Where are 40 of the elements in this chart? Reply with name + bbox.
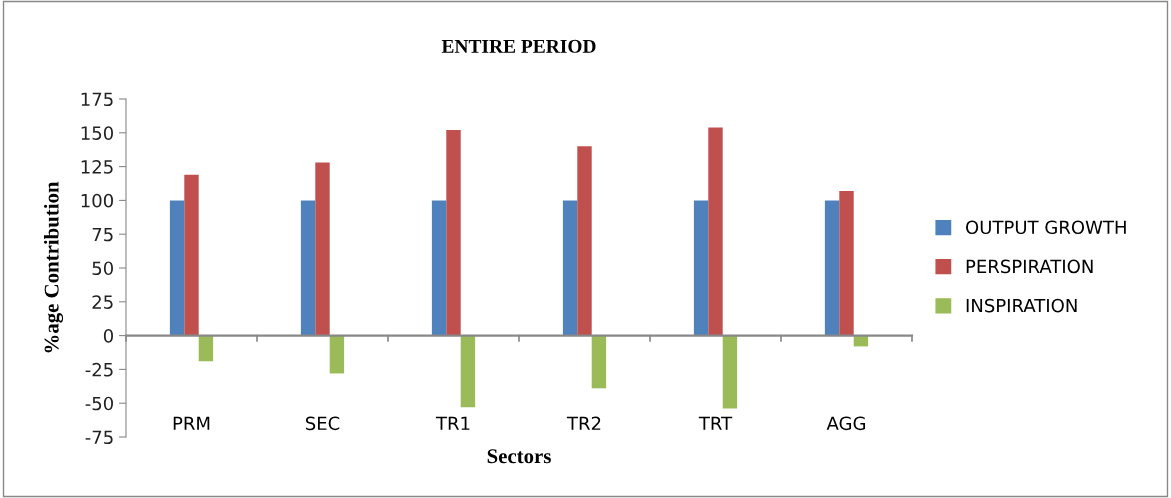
y-tick-label: 0 — [103, 329, 113, 343]
y-tick-label: 175 — [81, 92, 113, 107]
x-tick-label: TRT — [698, 416, 733, 430]
bar — [300, 200, 316, 336]
bar — [329, 335, 345, 374]
bar — [460, 335, 476, 408]
y-tick-label: -50 — [85, 396, 113, 411]
y-tick-label: -25 — [85, 362, 113, 377]
bar — [839, 190, 854, 336]
y-tick-label: 125 — [81, 160, 113, 174]
x-tick-label: TR2 — [566, 416, 601, 430]
bar — [708, 127, 723, 336]
bar — [693, 200, 709, 336]
y-axis-title: %age Contribution — [44, 181, 64, 353]
bar — [169, 200, 185, 336]
legend-label: INSPIRATION — [966, 298, 1077, 313]
x-tick-label: TR1 — [435, 416, 470, 430]
bar — [824, 200, 840, 336]
legend-label: OUTPUT GROWTH — [966, 220, 1126, 235]
bar — [562, 200, 578, 336]
bar — [591, 335, 607, 389]
x-tick-label: SEC — [305, 416, 340, 431]
legend-label: PERSPIRATION — [966, 259, 1093, 274]
y-tick-label: 25 — [92, 295, 113, 309]
y-tick-label: 150 — [81, 126, 113, 140]
bar — [198, 335, 214, 362]
bar — [184, 174, 199, 336]
x-tick-label: AGG — [826, 416, 866, 431]
bar — [431, 200, 447, 336]
x-tick-label: PRM — [173, 416, 210, 430]
y-tick-label: 50 — [92, 261, 113, 276]
y-tick-label: 100 — [81, 193, 113, 208]
y-tick-label: 75 — [92, 227, 113, 242]
chart-title: ENTIRE PERIOD — [441, 39, 596, 53]
y-tick-label: -75 — [85, 430, 113, 445]
bar — [577, 146, 592, 336]
x-axis-title: Sectors — [487, 449, 551, 464]
bar — [722, 335, 738, 409]
bar — [446, 130, 461, 336]
bar — [315, 162, 330, 336]
